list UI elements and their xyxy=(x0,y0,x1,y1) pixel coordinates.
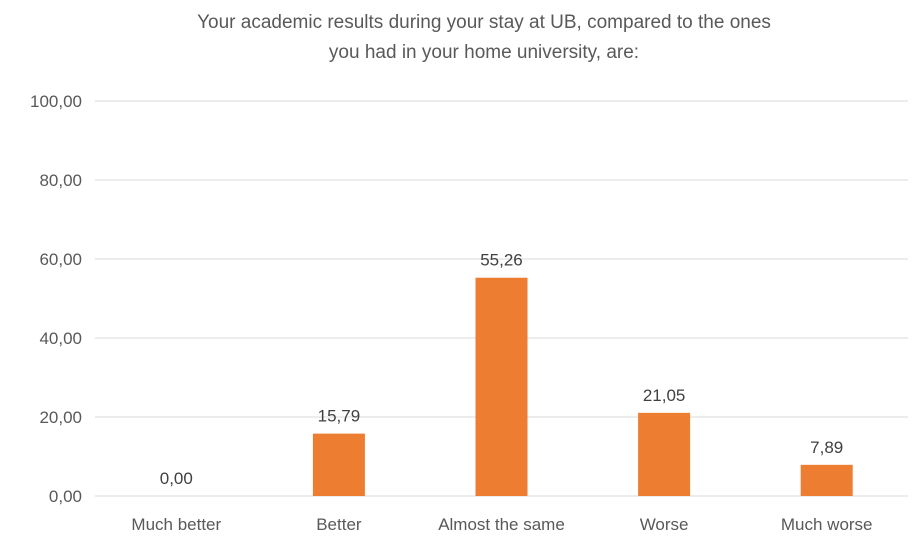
x-category-label-4: Much worse xyxy=(781,515,873,534)
x-axis-category-labels: Much better Better Almost the same Worse Muc… xyxy=(131,515,872,534)
chart-title: Your academic results during your stay a… xyxy=(197,12,771,63)
y-tick-label-0: 0,00 xyxy=(49,487,82,506)
chart-title-line-2: you had in your home university, are: xyxy=(329,42,639,63)
chart-title-line-1: Your academic results during your stay a… xyxy=(197,12,771,33)
y-tick-label-5: 100,00 xyxy=(30,92,82,111)
y-tick-label-4: 80,00 xyxy=(39,171,82,190)
x-category-label-3: Worse xyxy=(640,515,689,534)
y-tick-label-3: 60,00 xyxy=(39,250,82,269)
x-category-label-0: Much better xyxy=(131,515,221,534)
bar-3 xyxy=(638,412,691,496)
data-label-3: 21,05 xyxy=(643,386,686,405)
y-tick-label-2: 40,00 xyxy=(39,329,82,348)
data-label-1: 15,79 xyxy=(318,407,361,426)
data-label-2: 55,26 xyxy=(480,251,523,270)
data-label-0: 0,00 xyxy=(160,469,193,488)
bar-4 xyxy=(800,464,853,496)
x-category-label-2: Almost the same xyxy=(438,515,565,534)
data-labels: 0,00 15,79 55,26 21,05 7,89 xyxy=(160,251,843,488)
x-category-label-1: Better xyxy=(316,515,362,534)
y-axis-tick-labels: 0,00 20,00 40,00 60,00 80,00 100,00 xyxy=(30,92,82,506)
bar-1 xyxy=(312,433,365,496)
bar-2 xyxy=(475,277,528,496)
bars xyxy=(312,277,853,496)
data-label-4: 7,89 xyxy=(810,438,843,457)
y-tick-label-1: 20,00 xyxy=(39,408,82,427)
